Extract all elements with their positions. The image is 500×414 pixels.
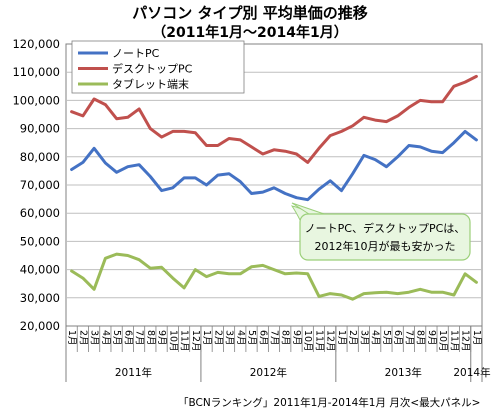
year-label: 2013年 bbox=[385, 366, 422, 379]
callout-text-line2: 2012年10月が最も安かった bbox=[315, 239, 456, 253]
x-tick-label: 10月 bbox=[437, 330, 448, 352]
x-tick-label: 12月 bbox=[460, 330, 471, 352]
year-label: 2011年 bbox=[115, 366, 152, 379]
chart-title: パソコン タイプ別 平均単価の推移 bbox=[132, 4, 368, 22]
x-tick-label: 4月 bbox=[370, 330, 381, 346]
x-tick-label: 5月 bbox=[246, 330, 257, 346]
x-tick-label: 8月 bbox=[415, 330, 426, 346]
year-label: 2012年 bbox=[250, 366, 287, 379]
y-tick-label: 50,000 bbox=[20, 234, 60, 248]
callout-text-line1: ノートPC、デスクトップPCは、 bbox=[305, 221, 466, 235]
series-line-2 bbox=[70, 74, 478, 164]
y-tick-label: 40,000 bbox=[20, 263, 60, 277]
x-tick-label: 12月 bbox=[190, 330, 201, 352]
x-tick-label: 11月 bbox=[313, 330, 324, 352]
y-tick-label: 30,000 bbox=[20, 291, 60, 305]
y-tick-label: 60,000 bbox=[20, 206, 60, 220]
x-tick-label: 6月 bbox=[257, 330, 268, 346]
x-tick-label: 2月 bbox=[347, 330, 358, 346]
x-tick-label: 7月 bbox=[269, 330, 280, 346]
legend-label: タブレット端末 bbox=[112, 77, 189, 91]
x-tick-label: 6月 bbox=[122, 330, 133, 346]
series-line-3 bbox=[70, 252, 478, 301]
y-tick-label: 90,000 bbox=[20, 122, 60, 136]
legend-label: デスクトップPC bbox=[112, 62, 193, 76]
x-tick-label: 10月 bbox=[167, 330, 178, 352]
x-tick-label: 3月 bbox=[89, 330, 100, 346]
x-tick-label: 1月 bbox=[201, 330, 212, 346]
x-tick-label: 2月 bbox=[77, 330, 88, 346]
x-tick-label: 3月 bbox=[224, 330, 235, 346]
y-tick-label: 80,000 bbox=[20, 150, 60, 164]
x-tick-label: 7月 bbox=[403, 330, 414, 346]
x-tick-label: 8月 bbox=[280, 330, 291, 346]
x-tick-label: 5月 bbox=[111, 330, 122, 346]
x-tick-label: 11月 bbox=[179, 330, 190, 352]
source-note: 「BCNランキング」2011年1月-2014年1月 月次<最大パネル> bbox=[178, 397, 481, 409]
y-tick-label: 20,000 bbox=[20, 319, 60, 333]
x-tick-label: 4月 bbox=[100, 330, 111, 346]
x-tick-label: 8月 bbox=[145, 330, 156, 346]
y-tick-label: 100,000 bbox=[12, 93, 60, 107]
legend-label: ノートPC bbox=[112, 47, 160, 60]
callout-seam bbox=[305, 216, 335, 219]
x-tick-label: 9月 bbox=[291, 330, 302, 346]
x-tick-label: 5月 bbox=[381, 330, 392, 346]
y-tick-label: 70,000 bbox=[20, 178, 60, 192]
x-tick-label: 6月 bbox=[392, 330, 403, 346]
x-tick-label: 4月 bbox=[235, 330, 246, 346]
x-tick-label: 3月 bbox=[358, 330, 369, 346]
x-tick-label: 9月 bbox=[156, 330, 167, 346]
chart-subtitle: （2011年1月～2014年1月） bbox=[152, 25, 348, 41]
x-tick-label: 10月 bbox=[302, 330, 313, 352]
y-tick-label: 120,000 bbox=[12, 37, 60, 51]
year-label: 2014年 bbox=[453, 366, 490, 379]
x-tick-label: 2月 bbox=[212, 330, 223, 346]
x-tick-label: 1月 bbox=[66, 330, 77, 346]
x-tick-label: 12月 bbox=[325, 330, 336, 352]
x-tick-label: 7月 bbox=[134, 330, 145, 346]
y-tick-label: 110,000 bbox=[12, 65, 60, 79]
x-tick-label: 1月 bbox=[471, 330, 482, 346]
x-tick-label: 9月 bbox=[426, 330, 437, 346]
series-line-1 bbox=[70, 129, 478, 202]
x-tick-label: 11月 bbox=[448, 330, 459, 352]
callout-box bbox=[299, 213, 471, 261]
x-tick-label: 1月 bbox=[336, 330, 347, 346]
